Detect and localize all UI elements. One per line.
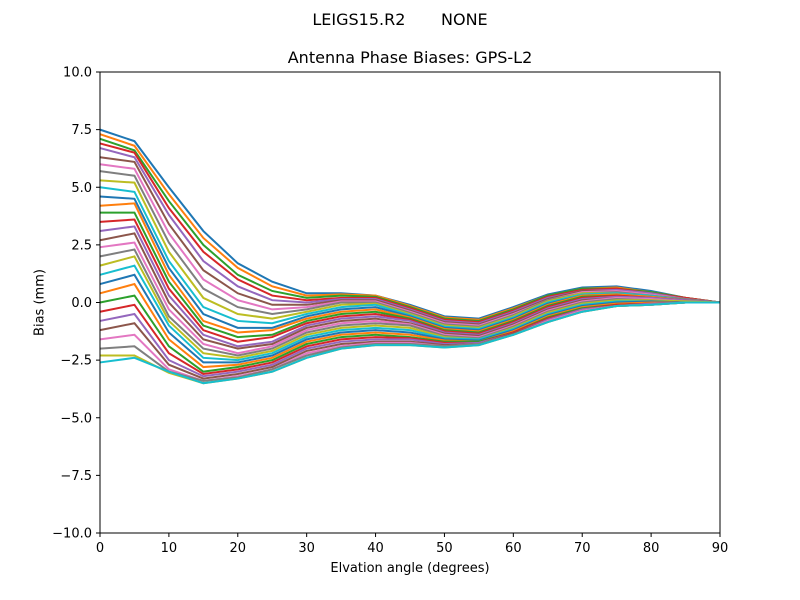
x-axis-ticks: 0 10 20 30 40 50 60 70 80 90: [96, 533, 728, 556]
x-tick-label: 50: [436, 541, 453, 556]
series-line: [99, 282, 720, 369]
series-line: [99, 163, 721, 327]
y-tick-label: 5.0: [71, 181, 92, 196]
y-tick-label: −2.5: [60, 354, 92, 369]
y-tick-label: −5.0: [60, 411, 92, 426]
x-tick-label: 70: [574, 541, 591, 556]
series-line: [99, 218, 721, 343]
series-line: [99, 147, 721, 325]
x-tick-label: 30: [298, 541, 315, 556]
series-line: [99, 301, 720, 385]
chart-title: Antenna Phase Biases: GPS-L2: [287, 48, 533, 67]
x-tick-label: 0: [96, 541, 104, 556]
y-tick-label: 7.5: [71, 123, 92, 138]
x-tick-label: 20: [230, 541, 247, 556]
y-axis-label: Bias (mm): [32, 269, 48, 336]
x-tick-label: 80: [643, 541, 660, 556]
x-tick-label: 60: [505, 541, 522, 556]
series-line: [99, 128, 721, 320]
y-tick-label: −10.0: [52, 527, 92, 542]
series-line: [99, 202, 721, 334]
series-line: [99, 225, 721, 348]
y-tick-label: 0.0: [71, 296, 92, 311]
series-line: [99, 273, 720, 364]
figure-suptitle: LEIGS15.R2 NONE: [312, 10, 488, 29]
y-tick-label: 10.0: [63, 66, 92, 81]
data-series-group: [99, 128, 721, 385]
y-tick-label: 2.5: [71, 238, 92, 253]
y-axis-ticks: −10.0 −7.5 −5.0 −2.5 0.0 2.5 5.0 7.5 10.0: [52, 66, 100, 542]
x-tick-label: 10: [161, 541, 178, 556]
series-line: [99, 264, 720, 362]
series-line: [99, 170, 721, 328]
series-line: [99, 301, 720, 375]
x-axis-label: Elvation angle (degrees): [330, 561, 490, 576]
x-tick-label: 90: [712, 541, 729, 556]
y-tick-label: −7.5: [60, 469, 92, 484]
x-tick-label: 40: [367, 541, 384, 556]
series-line: [99, 186, 721, 331]
series-line: [99, 133, 721, 321]
series-line: [99, 255, 721, 359]
series-line: [99, 241, 721, 355]
series-line: [99, 248, 721, 357]
series-line: [99, 142, 721, 324]
